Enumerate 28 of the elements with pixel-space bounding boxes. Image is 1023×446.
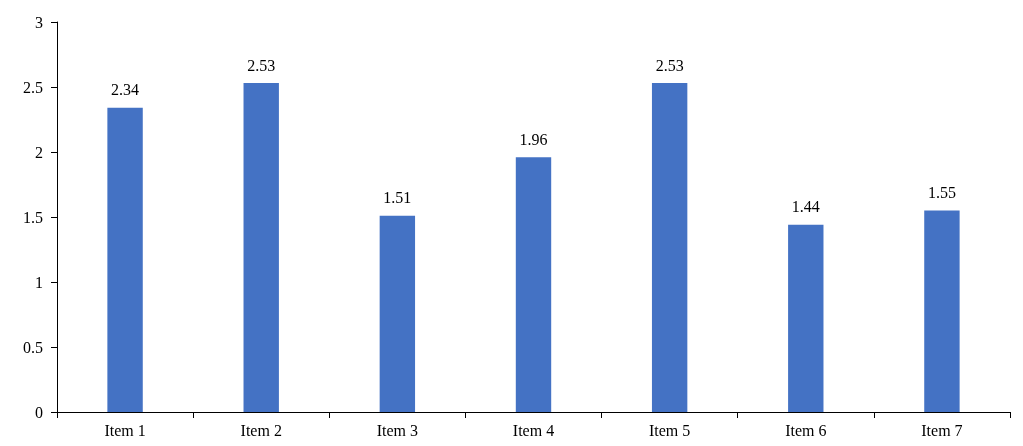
data-label: 1.55 (927, 184, 956, 201)
x-tick-label: Item 1 (104, 421, 146, 439)
bar (379, 215, 416, 412)
x-tick-label: Item 6 (785, 421, 827, 439)
x-tick-label: Item 4 (512, 421, 555, 439)
bar (924, 210, 960, 412)
y-tick-label: 1.5 (23, 208, 43, 226)
data-label: 2.34 (111, 81, 140, 99)
data-label: 2.53 (247, 56, 276, 74)
y-tick-label: 2 (35, 143, 43, 161)
bar (107, 107, 143, 412)
y-tick-label: 0.5 (23, 338, 43, 356)
y-tick-label: 1 (35, 273, 43, 291)
x-tick-label: Item 7 (921, 421, 963, 439)
bar (651, 83, 688, 412)
x-tick-label: Item 5 (648, 421, 691, 439)
data-label: 1.96 (519, 130, 548, 148)
data-label: 1.51 (383, 189, 412, 207)
bar (788, 224, 824, 412)
data-label: 1.44 (791, 198, 820, 216)
bar (243, 83, 279, 412)
x-tick-label: Item 3 (376, 421, 419, 439)
data-label: 2.53 (655, 56, 684, 74)
bar (515, 157, 552, 412)
y-tick-label: 2.5 (23, 78, 43, 96)
x-tick-label: Item 2 (240, 421, 282, 439)
y-tick-label: 3 (35, 13, 43, 31)
y-tick-label: 0 (35, 403, 43, 421)
